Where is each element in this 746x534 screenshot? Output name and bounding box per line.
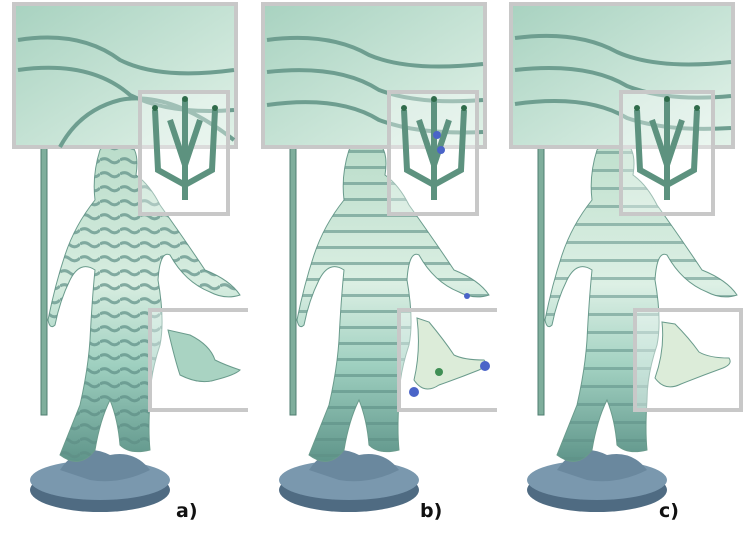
statue-figure-c: [509, 2, 743, 512]
panel-a: a): [0, 0, 248, 534]
trident-staff: [40, 124, 48, 416]
panel-label-c: c): [659, 500, 679, 522]
statue-figure-a: [12, 2, 248, 512]
handle-point: [464, 293, 470, 299]
handle-point: [409, 387, 419, 397]
statue-figure-b: [261, 2, 497, 512]
panel-c: c): [497, 0, 745, 534]
panel-label-a: a): [176, 500, 198, 522]
panel-label-b: b): [420, 500, 443, 522]
panel-b: b): [249, 0, 497, 534]
